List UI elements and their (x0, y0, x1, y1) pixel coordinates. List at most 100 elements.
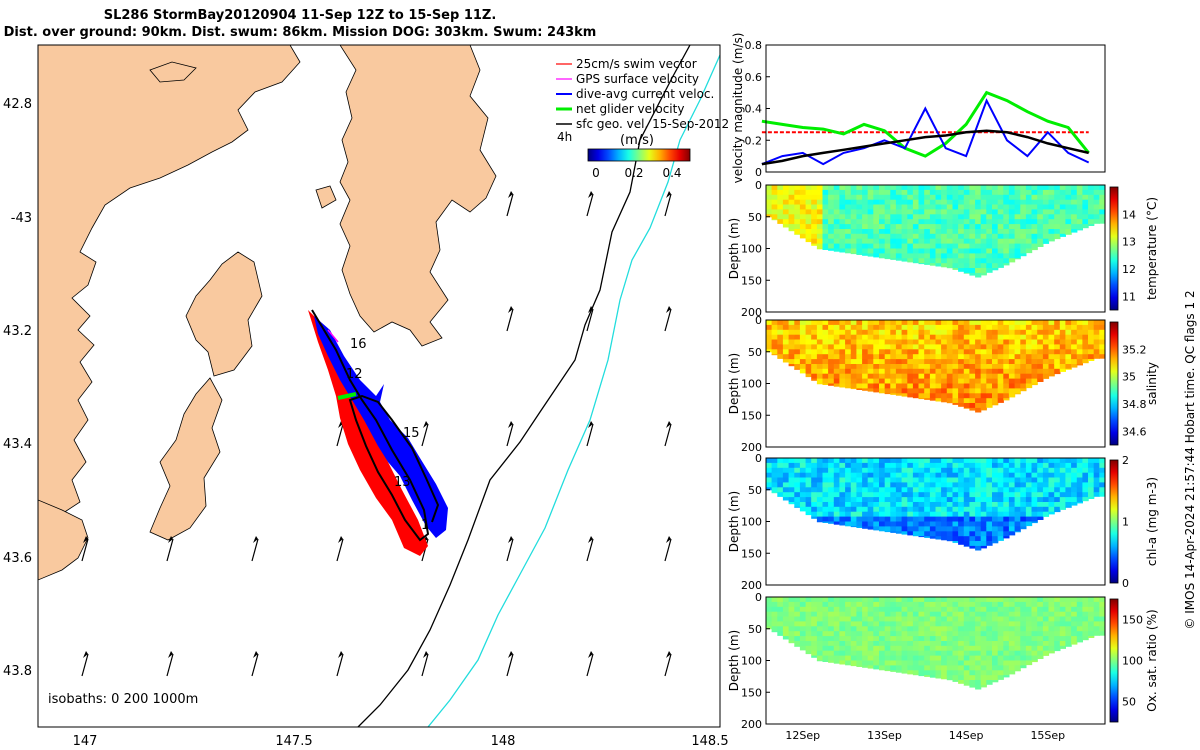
section-cell (811, 511, 818, 518)
velocity-series (761, 90, 1090, 166)
section-cell (1042, 224, 1050, 230)
section-cell (980, 670, 987, 676)
section-cell (975, 645, 982, 652)
section-cell (952, 645, 959, 652)
section-cell (1014, 660, 1021, 666)
section-cell (1076, 189, 1083, 196)
geo-velocity-arrowhead (588, 536, 593, 543)
section-cell (980, 536, 987, 542)
section-cell (828, 626, 835, 632)
section-cell (975, 248, 982, 254)
section-cell (992, 403, 999, 406)
section-cell (1031, 364, 1038, 370)
section-cell (777, 492, 784, 497)
section-cell (1020, 482, 1027, 488)
section-cell (839, 373, 846, 380)
section-cell (1088, 462, 1095, 469)
section-cell (816, 344, 824, 350)
section-cell (1037, 606, 1044, 613)
section-cell (1037, 368, 1044, 375)
section-cell (997, 368, 1004, 375)
section-cell (895, 506, 903, 513)
section-cell (867, 631, 874, 637)
section-cell (884, 368, 891, 375)
section-cell (1008, 344, 1016, 350)
section-cell (992, 209, 999, 215)
section-cell (963, 393, 970, 399)
section-cell (958, 482, 965, 488)
section-cell (986, 511, 993, 518)
section-cell (941, 398, 948, 403)
section-cell (873, 601, 880, 608)
section-cell (850, 248, 857, 254)
section-cell (879, 497, 886, 503)
section-cell (1003, 233, 1010, 240)
section-cell (884, 655, 891, 662)
section-cell (1003, 675, 1010, 678)
section-cell (997, 263, 1004, 268)
section-cell (867, 521, 874, 527)
section-cell (958, 238, 965, 245)
section-cell (822, 636, 829, 642)
section-cell (918, 601, 925, 608)
section-cell (879, 477, 886, 483)
section-cell (845, 368, 852, 375)
section-cell (980, 268, 987, 274)
section-cell (1003, 229, 1010, 235)
section-cell (980, 344, 987, 350)
geo-velocity-arrow (506, 653, 514, 677)
section-cell (952, 209, 959, 215)
section-cell (884, 344, 891, 350)
section-cell (980, 545, 987, 549)
section-cell (867, 660, 874, 666)
section-cell (782, 497, 790, 501)
section-cell (856, 641, 863, 647)
section-cell (1025, 185, 1033, 191)
land-bruny-island (149, 377, 223, 541)
section-cell (850, 636, 857, 642)
section-cell (1008, 497, 1016, 503)
section-cell (1059, 621, 1066, 627)
section-cell (1042, 229, 1050, 235)
section-cell (1065, 477, 1072, 483)
section-cell (901, 645, 908, 652)
section-cell (890, 665, 897, 671)
section-cell (850, 641, 857, 647)
section-cell (833, 329, 840, 336)
section-cell (1031, 650, 1038, 657)
section-cell (952, 636, 959, 642)
section-cell (1048, 502, 1055, 508)
section-cell (1037, 650, 1044, 657)
section-cell (958, 339, 965, 345)
section-cell (907, 229, 914, 235)
section-cell (975, 393, 982, 399)
section-cell (980, 665, 987, 671)
section-cell (873, 253, 880, 258)
section-cell (884, 359, 891, 365)
section-cell (980, 263, 987, 269)
section-cell (1042, 204, 1050, 210)
section-cell (935, 398, 942, 402)
section-cell (929, 199, 937, 206)
section-cell (771, 467, 778, 474)
section-cell (856, 506, 863, 513)
section-cell (901, 531, 908, 535)
section-cell (1014, 601, 1021, 608)
section-cell (986, 258, 993, 264)
section-cell (1042, 373, 1050, 379)
section-cell (1048, 597, 1055, 603)
section-cell (794, 368, 801, 370)
section-cell (839, 224, 846, 230)
section-cell (1071, 224, 1078, 230)
section-cell (845, 655, 852, 662)
section-cell (1014, 248, 1021, 254)
section-cell (890, 482, 897, 488)
section-cell (946, 665, 953, 671)
section-cell (1065, 209, 1072, 215)
section-cell (1008, 209, 1016, 215)
section-cell (867, 526, 874, 530)
section-cell (958, 502, 965, 508)
section-cell (901, 526, 908, 532)
section-cell (822, 224, 829, 230)
section-cell (1088, 324, 1095, 331)
